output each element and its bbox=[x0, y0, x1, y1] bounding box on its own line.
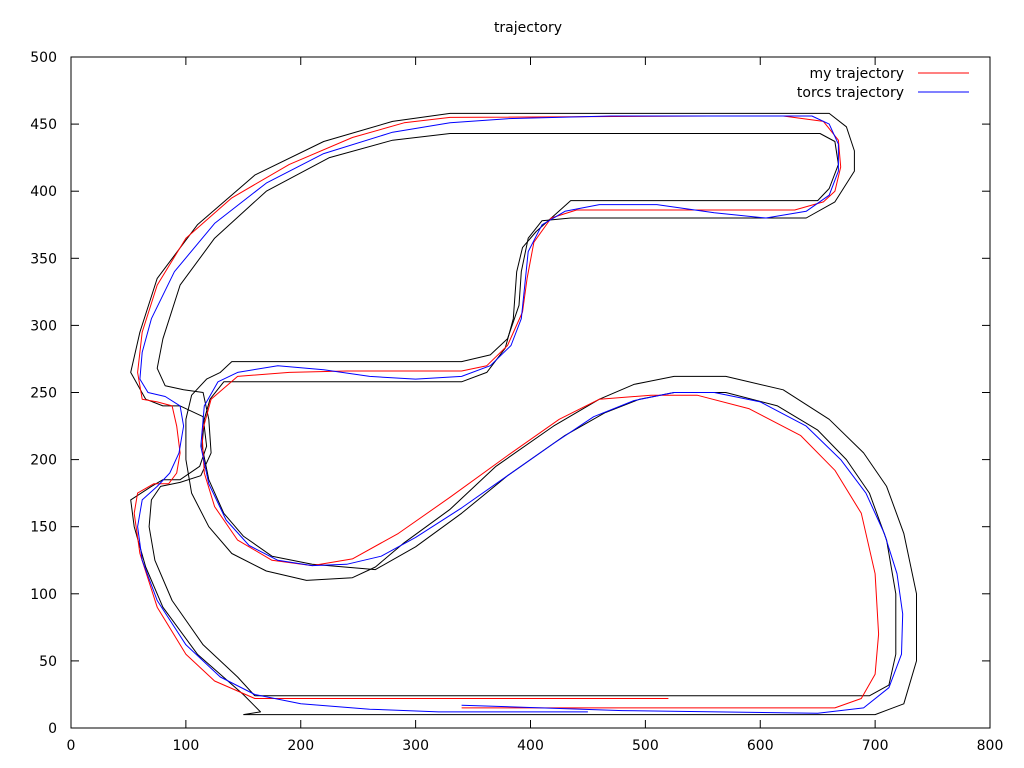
x-tick-label: 0 bbox=[67, 738, 76, 754]
y-tick-label: 100 bbox=[30, 587, 57, 603]
y-tick-label: 500 bbox=[30, 50, 57, 66]
torcs-trajectory-line bbox=[137, 115, 904, 714]
x-tick-label: 200 bbox=[287, 738, 314, 754]
track-boundary-line-2 bbox=[148, 133, 897, 697]
x-tick-label: 800 bbox=[977, 738, 1004, 754]
x-tick-label: 100 bbox=[173, 738, 200, 754]
legend: my trajectory torcs trajectory bbox=[797, 66, 969, 101]
y-tick-label: 0 bbox=[48, 721, 57, 737]
my-trajectory-line bbox=[133, 115, 880, 709]
plot-frame bbox=[70, 56, 991, 729]
y-tick-label: 350 bbox=[30, 251, 57, 267]
x-tick-label: 700 bbox=[862, 738, 889, 754]
y-tick-label: 250 bbox=[30, 386, 57, 402]
x-tick-label: 400 bbox=[517, 738, 544, 754]
legend-label: my trajectory bbox=[810, 66, 905, 82]
x-tick-label: 300 bbox=[402, 738, 429, 754]
track-boundary-line-1 bbox=[130, 112, 917, 716]
y-tick-label: 450 bbox=[30, 117, 57, 133]
y-tick-label: 200 bbox=[30, 453, 57, 469]
y-tick-label: 150 bbox=[30, 520, 57, 536]
y-tick-label: 50 bbox=[39, 654, 57, 670]
series-layer bbox=[130, 112, 917, 716]
y-tick-label: 300 bbox=[30, 318, 57, 334]
x-tick-label: 600 bbox=[747, 738, 774, 754]
y-tick-label: 400 bbox=[30, 184, 57, 200]
legend-label: torcs trajectory bbox=[797, 85, 904, 101]
x-tick-label: 500 bbox=[632, 738, 659, 754]
axis-ticks: 0 100 200 300 400 500 600 700 800 0 50 100 150 200 250… bbox=[30, 50, 1003, 754]
chart-title: trajectory bbox=[494, 20, 562, 36]
